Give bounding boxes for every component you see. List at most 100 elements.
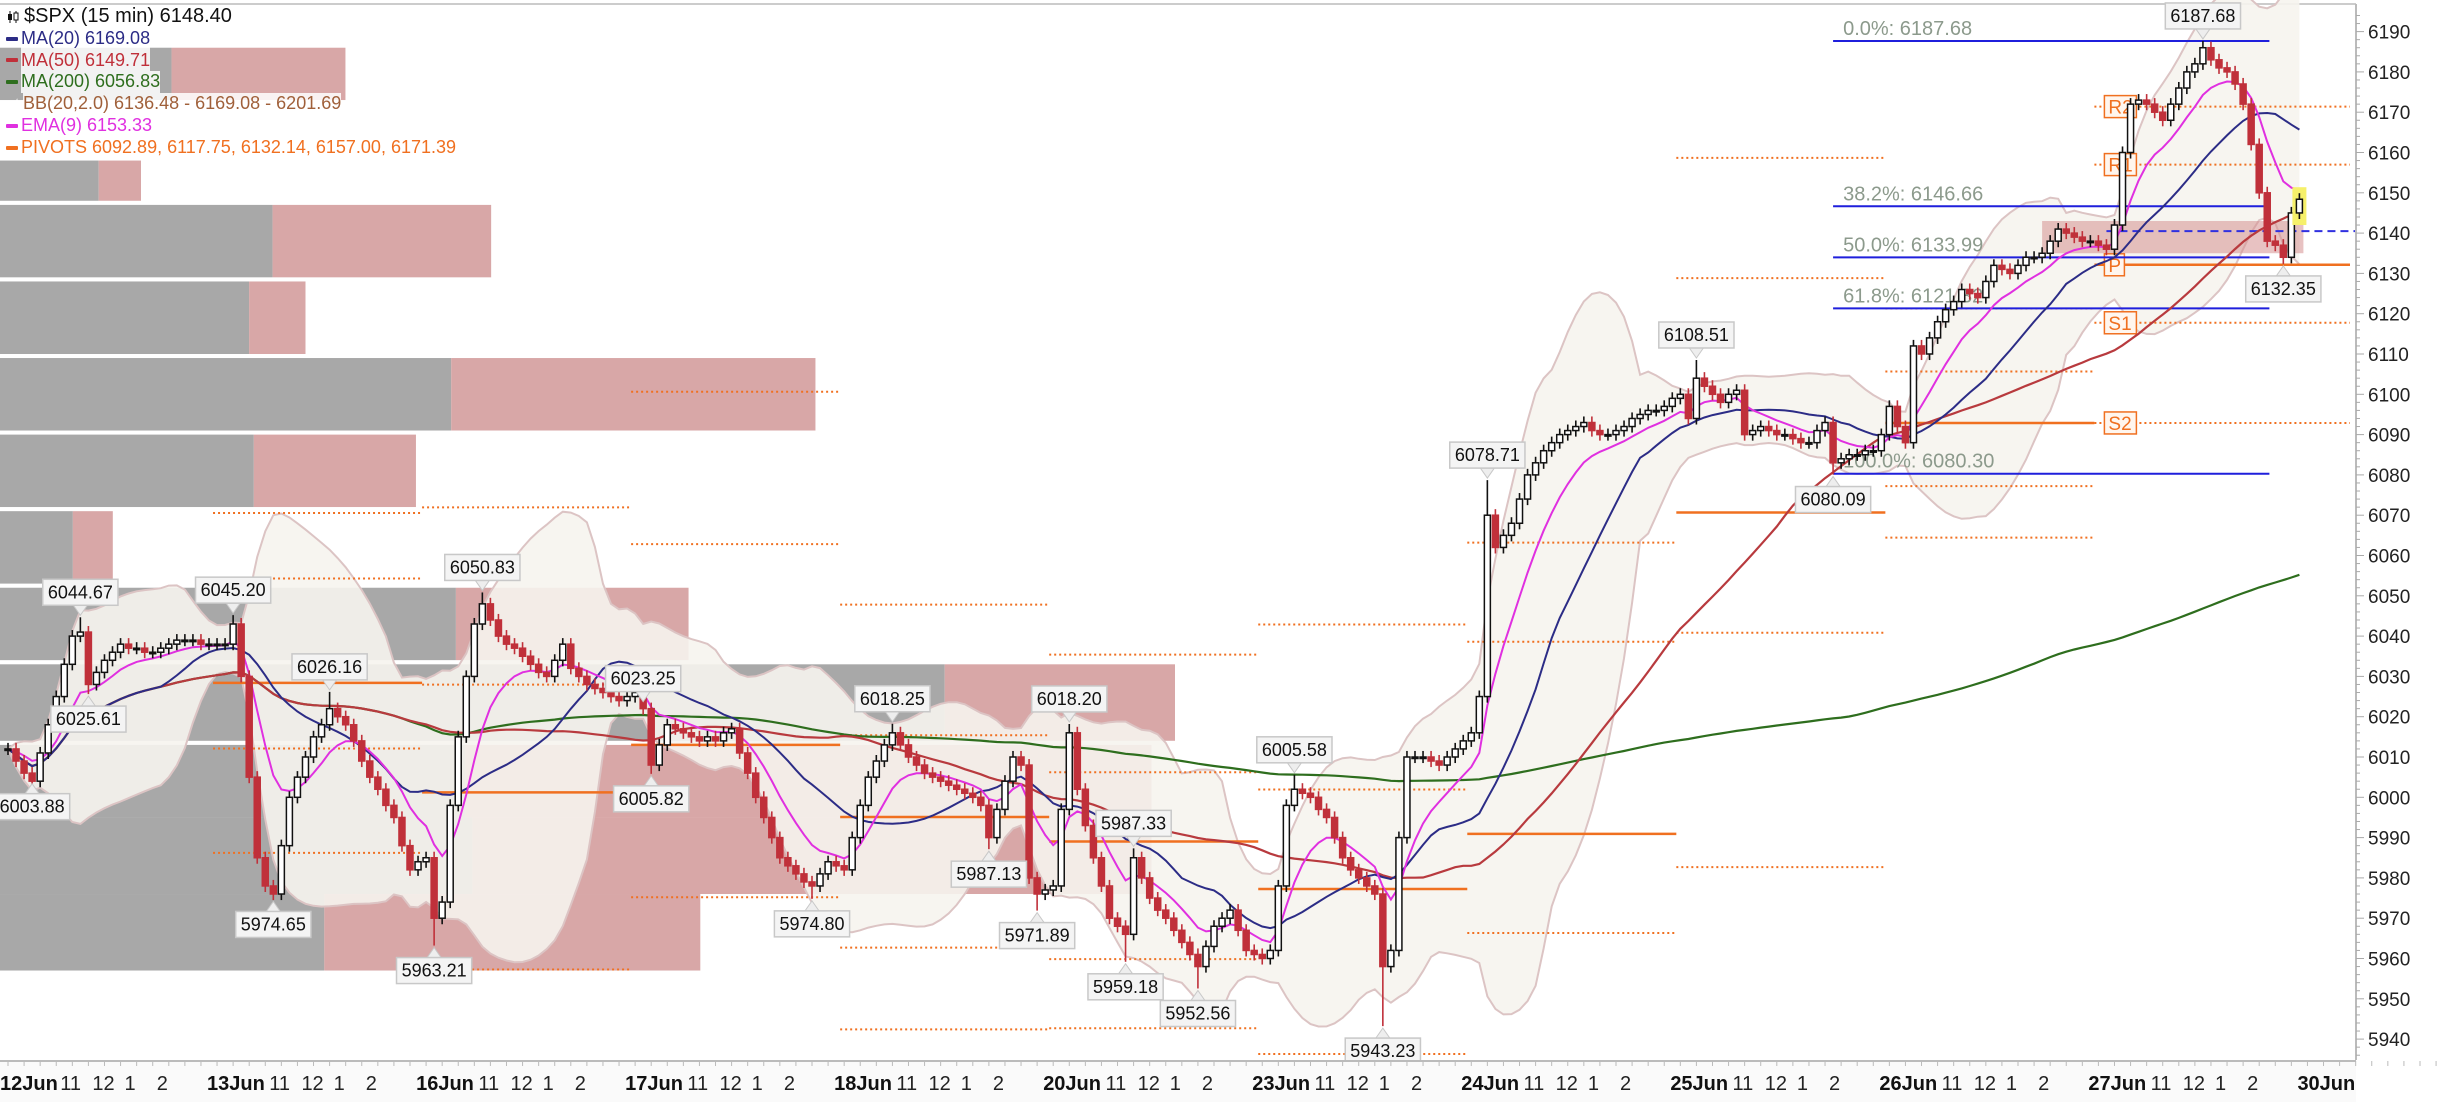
candle-down — [792, 865, 800, 875]
annotation-label: 5963.21 — [402, 961, 467, 981]
candle-down — [2094, 240, 2103, 246]
candle-up — [2030, 256, 2038, 260]
candle-down — [2223, 67, 2231, 73]
candle-up — [414, 861, 422, 871]
annotation-box — [604, 664, 682, 693]
annotation-label: 5952.56 — [1165, 1003, 1230, 1023]
candle-down — [2215, 59, 2223, 69]
candle-up — [2183, 71, 2191, 89]
candle-down — [1346, 857, 1355, 871]
candle-up — [100, 659, 109, 674]
candle-down — [1097, 857, 1106, 887]
x-day-label: 13Jun — [207, 1073, 265, 1095]
annotation-label: 6026.16 — [297, 657, 362, 677]
candle-down — [269, 885, 278, 895]
candle-up — [816, 873, 824, 887]
candle-up — [1660, 405, 1668, 412]
annotation-label: 6005.82 — [619, 789, 684, 809]
candle-down — [808, 881, 816, 887]
candle-up — [470, 623, 479, 678]
candle-up — [132, 647, 141, 651]
candle-up — [1547, 441, 1556, 452]
candle-down — [358, 740, 366, 762]
candle-up — [1507, 522, 1516, 537]
candle-down — [237, 623, 245, 678]
legend-item-ema9: EMA(9) 6153.33 — [6, 114, 456, 137]
legend-item-ma20: MA(20) 6169.08 — [6, 27, 456, 50]
x-hour-label: 12 — [92, 1073, 114, 1095]
annotation-box — [234, 910, 312, 939]
candle-down — [1162, 909, 1170, 919]
candle-up — [1564, 429, 1572, 436]
candle-up — [1861, 449, 1869, 456]
y-tick-label: 6140 — [2368, 224, 2410, 245]
candle-up — [1652, 409, 1660, 413]
candle-up — [1539, 449, 1548, 464]
candle-up — [293, 776, 302, 799]
candle-up — [1957, 288, 1966, 303]
y-tick-label: 6000 — [2368, 788, 2410, 809]
candle-up — [148, 651, 157, 655]
candle-down — [687, 732, 696, 738]
vbp-down-bar — [249, 281, 306, 354]
candle-down — [1427, 756, 1435, 762]
candle-down — [800, 873, 808, 883]
candle-up — [4, 748, 12, 752]
candle-down — [2263, 192, 2271, 242]
candle-up — [116, 643, 125, 653]
legend-label: MA(20) 6169.08 — [21, 27, 151, 50]
candle-up — [1925, 337, 1934, 355]
legend-label: EMA(9) 6153.33 — [21, 114, 153, 137]
vbp-down-bar — [171, 47, 346, 101]
x-hour-label: 11 — [478, 1073, 499, 1095]
candle-up — [454, 736, 462, 807]
vbp-up-bar — [0, 204, 273, 278]
candle-down — [1338, 836, 1347, 859]
x-hour-label: 12 — [301, 1073, 323, 1095]
annotation-label: 5974.80 — [779, 914, 844, 934]
y-tick-label: 6090 — [2368, 426, 2410, 447]
legend-label: PIVOTS 6092.89, 6117.75, 6132.14, 6157.0… — [21, 136, 457, 159]
candle-up — [44, 724, 52, 754]
y-tick-label: 6040 — [2368, 627, 2410, 648]
candle-down — [928, 772, 937, 778]
candle-down — [2150, 103, 2159, 113]
candle-down — [502, 635, 511, 645]
candle-up — [2110, 224, 2119, 250]
candle-up — [1805, 441, 1813, 445]
fib-level-label: 50.0%: 6133.99 — [1843, 234, 1983, 256]
candle-up — [1443, 756, 1451, 766]
candle-up — [1395, 836, 1403, 952]
candle-up — [205, 643, 213, 647]
candle-up — [1282, 804, 1291, 887]
candle-up — [993, 808, 1001, 839]
x-hour-label: 2 — [1829, 1073, 1840, 1095]
vbp-down-bar — [272, 204, 492, 278]
candle-down — [494, 619, 503, 637]
candle-down — [1025, 764, 1033, 879]
annotation-label: 6108.51 — [1664, 325, 1729, 345]
candle-down — [398, 816, 406, 847]
candle-down — [1773, 429, 1781, 436]
vbp-up-bar — [0, 511, 73, 584]
y-tick-label: 6070 — [2368, 506, 2410, 527]
candle-down — [1113, 917, 1122, 928]
candle-up — [1001, 780, 1009, 811]
candle-down — [776, 836, 784, 859]
fib-level-label: 61.8%: 6121.32 — [1843, 285, 1983, 307]
candle-up — [2022, 256, 2030, 267]
candle-down — [28, 772, 36, 782]
candle-down — [430, 857, 438, 919]
annotation-box — [444, 553, 521, 582]
candle-up — [1419, 756, 1427, 760]
candle-up — [1990, 264, 1998, 283]
candle-down — [961, 788, 969, 795]
candle-up — [229, 623, 237, 645]
annotation-box — [998, 921, 1076, 950]
y-tick-label: 6150 — [2368, 184, 2410, 205]
candle-down — [84, 631, 93, 686]
y-tick-label: 6050 — [2368, 587, 2410, 608]
legend-label: MA(50) 6149.71 — [21, 49, 151, 72]
y-tick-label: 6030 — [2368, 667, 2410, 688]
